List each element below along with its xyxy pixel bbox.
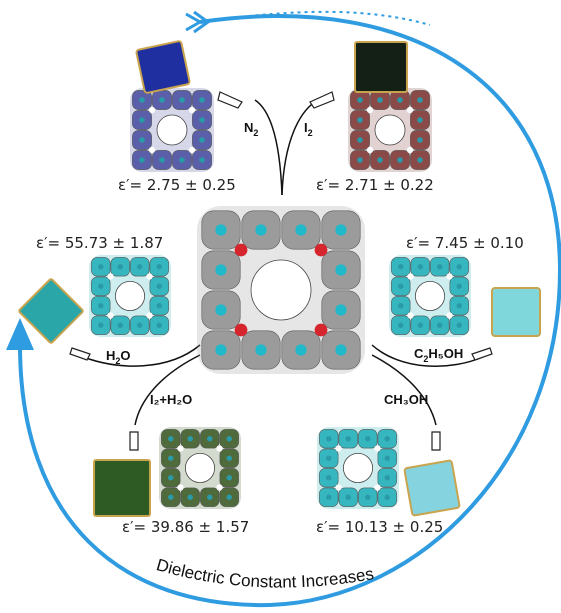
branch-line-methanol xyxy=(371,354,437,426)
crystal-photo-n2 xyxy=(135,40,191,94)
framework-n2 xyxy=(130,88,214,172)
increase-arrow xyxy=(18,14,561,608)
top-chevron-icon xyxy=(185,10,211,34)
label-i2: I2 xyxy=(304,120,313,138)
branch-line-n2 xyxy=(254,99,283,196)
epsilon-h2o: ε′= 55.73 ± 1.87 xyxy=(36,234,163,252)
framework-i2h2o xyxy=(159,427,241,509)
epsilon-i2: ε′= 2.71 ± 0.22 xyxy=(316,176,434,194)
epsilon-ethanol: ε′= 7.45 ± 0.10 xyxy=(406,234,524,252)
caption: Dielectric Constant Increases xyxy=(154,555,375,591)
left-arrow-head xyxy=(6,318,34,350)
label-n2: N2 xyxy=(244,120,258,138)
crystal-photo-methanol xyxy=(403,459,461,517)
label-methanol: CH₃OH xyxy=(384,392,428,407)
epsilon-methanol: ε′= 10.13 ± 0.25 xyxy=(316,518,443,536)
pointing-hand-icon xyxy=(69,91,493,451)
epsilon-n2: ε′= 2.75 ± 0.25 xyxy=(118,176,236,194)
branch-line-ethanol xyxy=(371,344,486,368)
center-framework xyxy=(197,206,365,374)
framework-methanol xyxy=(317,427,399,509)
framework-h2o xyxy=(89,255,171,337)
branch-line-h2o xyxy=(77,344,201,367)
branch-line-i2h2o xyxy=(134,354,201,426)
branch-line-i2 xyxy=(281,99,319,196)
crystal-photo-h2o xyxy=(18,278,84,344)
label-h2o: H2O xyxy=(106,348,131,366)
crystal-photo-ethanol xyxy=(491,287,541,337)
crystal-photo-i2 xyxy=(354,41,408,93)
label-ethanol: C2H₅OH xyxy=(414,346,463,364)
framework-ethanol xyxy=(389,255,471,337)
framework-i2 xyxy=(348,88,432,172)
epsilon-i2h2o: ε′= 39.86 ± 1.57 xyxy=(122,518,249,536)
crystal-photo-i2h2o xyxy=(93,459,151,517)
label-i2h2o: I₂+H₂O xyxy=(150,392,192,407)
top-arrow-dots xyxy=(199,10,431,26)
